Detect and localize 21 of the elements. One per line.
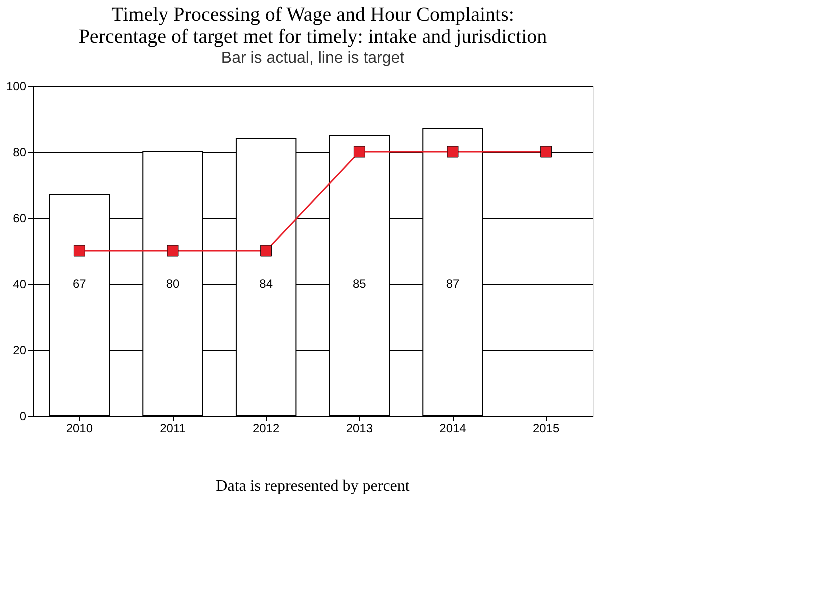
text: Percentage of target met for timely: intake and jurisdiction [78,26,548,48]
y-tick-label: 40 [13,278,27,292]
text: Timely Processing of Wage and Hour Complaints: [112,4,514,26]
x-tick-label: 2014 [440,422,467,436]
y-tick-label: 20 [13,344,27,358]
x-tick-label: 2015 [532,422,560,436]
y-tick-label: 60 [13,212,27,226]
data-label: 87 [446,277,460,291]
x-tick-label: 2010 [66,422,94,436]
y-tick-label: 0 [20,410,27,424]
text: Data is represented by percent [216,478,410,495]
chart-subtitle: Bar is actual, line is target [221,50,406,67]
y-tick-label: 80 [13,146,27,160]
x-tick-label: 2012 [252,422,280,436]
x-tick-label: 2011 [160,422,186,436]
y-tick-label: 100 [6,80,27,94]
data-label: 84 [260,277,274,291]
data-label: 67 [72,277,87,291]
data-label: 85 [352,277,367,291]
x-tick-label: 2013 [346,422,374,436]
data-label: 80 [166,277,180,291]
